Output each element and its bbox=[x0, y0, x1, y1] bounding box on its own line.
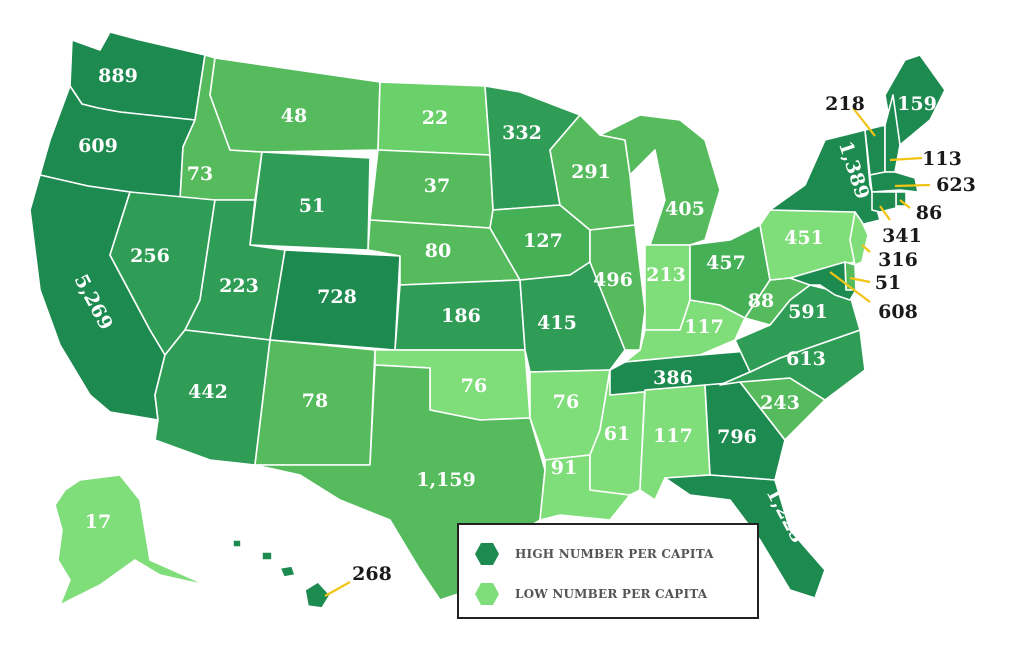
label-mi: 405 bbox=[665, 198, 705, 220]
label-sd: 37 bbox=[424, 175, 450, 197]
label-ct: 341 bbox=[882, 225, 922, 247]
label-wv: 88 bbox=[748, 290, 774, 312]
leader-lines bbox=[324, 107, 931, 597]
state-il[interactable] bbox=[589, 224, 646, 351]
state-ct[interactable] bbox=[871, 191, 897, 213]
label-id: 73 bbox=[187, 163, 213, 185]
label-mn: 332 bbox=[502, 122, 542, 144]
label-me: 159 bbox=[897, 93, 937, 115]
label-ky: 117 bbox=[684, 316, 724, 338]
label-ri: 86 bbox=[916, 202, 942, 224]
state-ky[interactable] bbox=[624, 299, 746, 363]
label-ks: 186 bbox=[441, 305, 481, 327]
legend-label-low: LOW NUMBER PER CAPITA bbox=[515, 587, 708, 601]
label-tn: 386 bbox=[653, 367, 693, 389]
label-ga: 796 bbox=[717, 426, 757, 448]
state-hi[interactable] bbox=[232, 539, 331, 609]
label-ms: 61 bbox=[604, 423, 630, 445]
label-nm: 78 bbox=[302, 390, 328, 412]
label-hi: 268 bbox=[352, 563, 392, 585]
legend-item-low: LOW NUMBER PER CAPITA bbox=[475, 583, 707, 605]
label-de: 51 bbox=[875, 272, 901, 294]
label-tx: 1,159 bbox=[416, 469, 476, 491]
label-ak: 17 bbox=[85, 511, 111, 533]
label-ma: 623 bbox=[936, 174, 976, 196]
label-nv: 256 bbox=[130, 245, 170, 267]
label-mt: 48 bbox=[281, 105, 307, 127]
hexagon-icon-low bbox=[475, 583, 499, 605]
label-in: 213 bbox=[646, 264, 686, 286]
label-nd: 22 bbox=[422, 107, 448, 129]
state-ma[interactable] bbox=[869, 171, 919, 193]
label-mo: 415 bbox=[537, 312, 577, 334]
label-ar: 76 bbox=[553, 391, 579, 413]
state-fl[interactable] bbox=[664, 474, 826, 599]
label-ia: 127 bbox=[523, 230, 563, 252]
label-or: 609 bbox=[78, 135, 118, 157]
label-sc: 243 bbox=[760, 392, 800, 414]
label-co: 728 bbox=[317, 286, 357, 308]
label-wy: 51 bbox=[299, 195, 325, 217]
label-nh: 113 bbox=[922, 148, 962, 170]
label-nj: 316 bbox=[878, 249, 918, 271]
hexagon-icon-high bbox=[475, 543, 499, 565]
state-md[interactable] bbox=[789, 261, 857, 301]
label-wa: 889 bbox=[98, 65, 138, 87]
legend-label-high: HIGH NUMBER PER CAPITA bbox=[515, 547, 714, 561]
label-ne: 80 bbox=[425, 240, 451, 262]
label-vt: 218 bbox=[825, 93, 865, 115]
label-il: 496 bbox=[593, 269, 633, 291]
label-az: 442 bbox=[188, 381, 228, 403]
label-md: 608 bbox=[878, 301, 918, 323]
label-ut: 223 bbox=[219, 275, 259, 297]
label-pa: 451 bbox=[784, 227, 824, 249]
state-nj[interactable] bbox=[849, 211, 869, 266]
label-wi: 291 bbox=[571, 161, 611, 183]
legend: HIGH NUMBER PER CAPITA LOW NUMBER PER CA… bbox=[457, 523, 759, 619]
state-ak[interactable] bbox=[54, 474, 206, 606]
label-ok: 76 bbox=[461, 375, 487, 397]
label-nc: 613 bbox=[786, 348, 826, 370]
legend-item-high: HIGH NUMBER PER CAPITA bbox=[475, 543, 714, 565]
label-la: 91 bbox=[551, 457, 577, 479]
label-al: 117 bbox=[653, 425, 693, 447]
label-va: 591 bbox=[788, 301, 828, 323]
label-oh: 457 bbox=[706, 252, 746, 274]
